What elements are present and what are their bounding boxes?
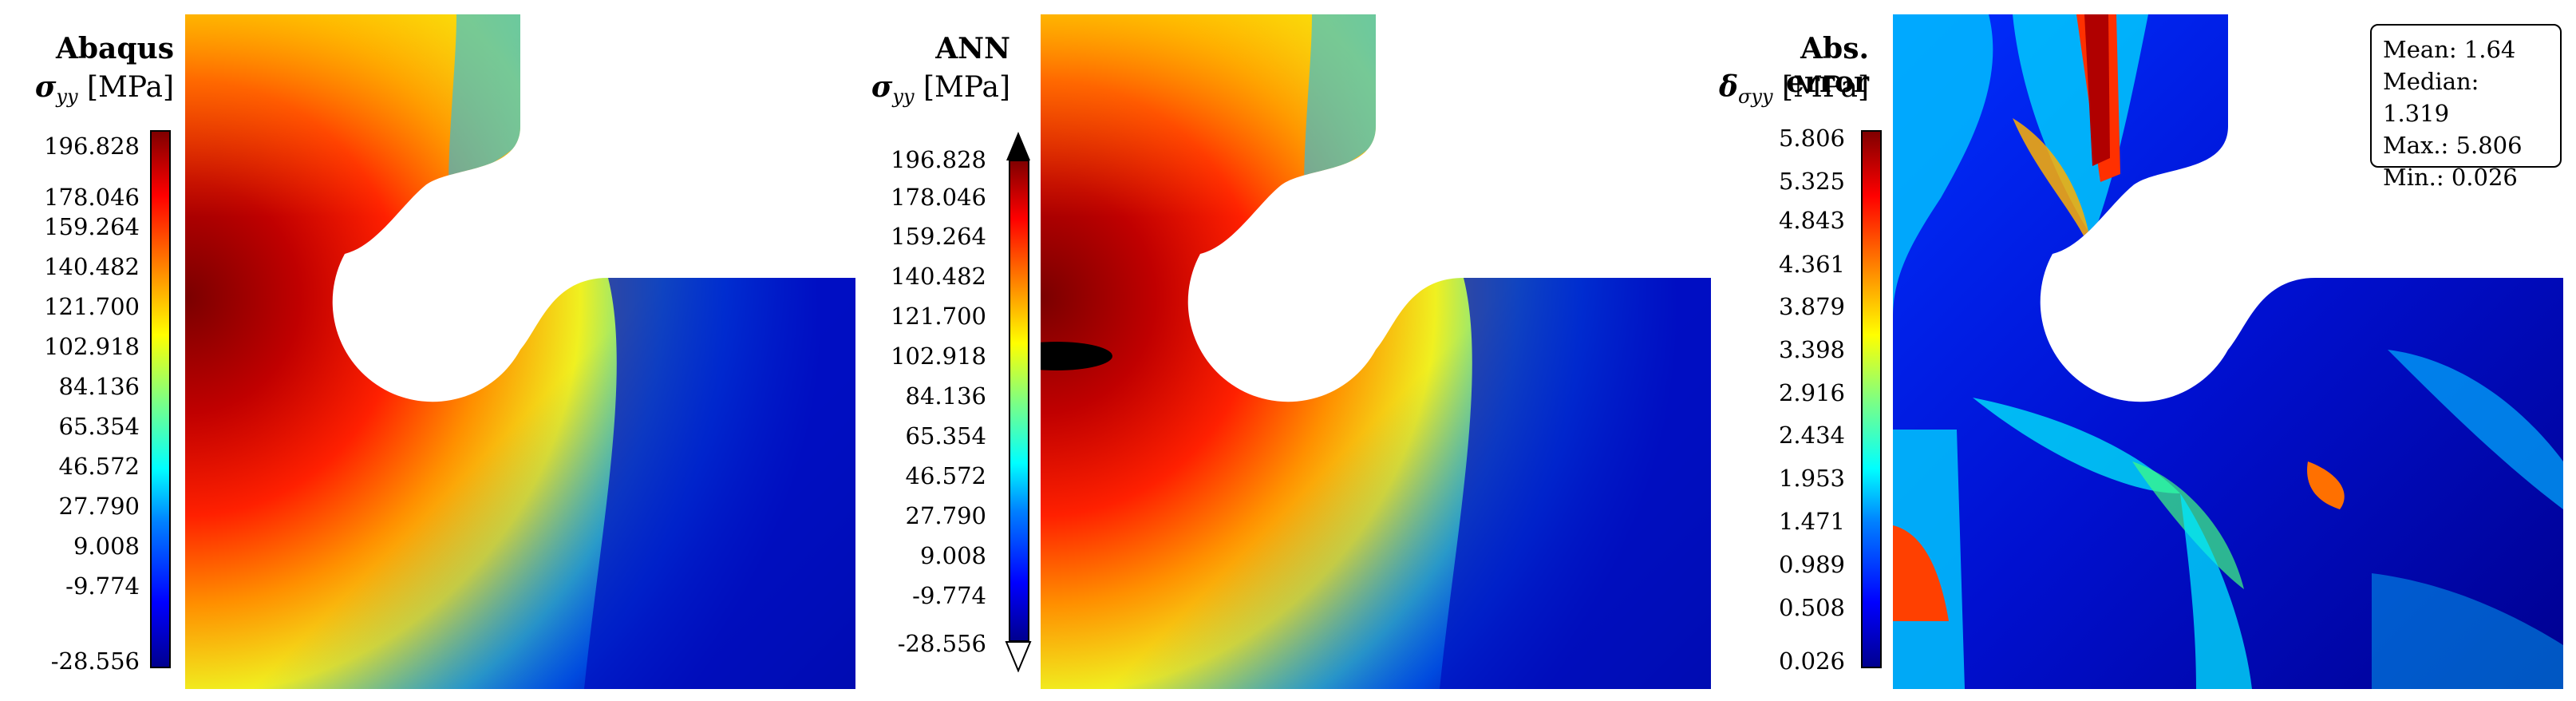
quantity-subscript: σyy [1738, 85, 1773, 109]
colorbar-tick: -9.774 [912, 582, 986, 609]
stat-max: Max.: 5.806 [2383, 132, 2523, 159]
stat-median: Median: 1.319 [2383, 68, 2479, 127]
colorbar-tick: 121.700 [891, 303, 986, 330]
colorbar-tick: -9.774 [65, 572, 140, 600]
colorbar-tick: -28.556 [50, 648, 140, 675]
colorbar-tick: 159.264 [891, 223, 986, 250]
stress-contour-plot [1041, 14, 1711, 689]
colorbar-tick: 0.989 [1778, 551, 1845, 578]
colorbar [1861, 130, 1882, 668]
colorbar-tick: 140.482 [891, 263, 986, 290]
over-range-region [1041, 342, 1112, 370]
colorbar [150, 130, 171, 668]
colorbar-tick: 4.361 [1778, 251, 1845, 278]
colorbar-tick: 1.953 [1778, 465, 1845, 492]
colorbar-tick: 27.790 [58, 493, 140, 520]
colorbar-tick: 65.354 [58, 413, 140, 440]
colorbar-tick: 4.843 [1778, 207, 1845, 234]
error-statistics-box: Mean: 1.64 Median: 1.319 Max.: 5.806 Min… [2370, 24, 2562, 191]
quantity-unit: [MPa] [86, 71, 174, 104]
colorbar-tick: 196.828 [44, 133, 140, 160]
stress-contour-plot [185, 14, 855, 689]
colorbar-tick: -28.556 [897, 630, 986, 657]
stat-min: Min.: 0.026 [2383, 164, 2518, 191]
colorbar-tick: 84.136 [905, 382, 986, 410]
colorbar-tick: 178.046 [44, 184, 140, 211]
quantity-symbol: σ [871, 70, 893, 104]
quantity-subscript: yy [892, 85, 915, 109]
colorbar-tick: 3.398 [1778, 336, 1845, 363]
colorbar-tick: 196.828 [891, 146, 986, 173]
colorbar-max-arrow [1006, 132, 1030, 160]
colorbar-tick: 2.434 [1778, 422, 1845, 449]
colorbar-tick: 0.026 [1778, 648, 1845, 675]
colorbar-tick: 46.572 [58, 453, 140, 480]
colorbar-tick: 178.046 [891, 184, 986, 211]
abaqus-panel: Abaqus σyy [MPa] 196.828 178.046 159.264… [0, 0, 859, 701]
panel-title: ANN [935, 32, 1010, 65]
quantity-symbol: σ [34, 70, 57, 104]
panel-quantity-label: σyy [MPa] [859, 70, 1010, 108]
colorbar-tick: 5.325 [1778, 168, 1845, 195]
colorbar-tick: 102.918 [44, 333, 140, 360]
colorbar-tick: 46.572 [905, 462, 986, 489]
panel-quantity-label: δσyy [MPa] [1717, 70, 1869, 108]
panel-title: Abs. error [1786, 32, 1869, 99]
colorbar-tick: 65.354 [905, 422, 986, 450]
colorbar-tick: 0.508 [1778, 594, 1845, 621]
colorbar-tick: 84.136 [58, 373, 140, 400]
colorbar-tick: 159.264 [44, 213, 140, 240]
colorbar-tick: 2.916 [1778, 379, 1845, 406]
quantity-unit: [MPa] [1781, 71, 1869, 104]
colorbar-tick: 102.918 [891, 343, 986, 370]
panel-title: Abaqus [55, 32, 174, 65]
panel-quantity-label: σyy [MPa] [0, 70, 174, 108]
colorbar-tick: 5.806 [1778, 125, 1845, 152]
colorbar-tick: 3.879 [1778, 293, 1845, 320]
colorbar-min-arrow [1005, 641, 1032, 672]
ann-panel: ANN σyy [MPa] 196.828 178.046 159.264 14… [859, 0, 1717, 701]
colorbar [1009, 160, 1029, 642]
colorbar-tick: 27.790 [905, 502, 986, 529]
stat-mean: Mean: 1.64 [2383, 36, 2516, 63]
colorbar-tick: 9.008 [73, 533, 140, 560]
colorbar-tick: 9.008 [919, 542, 986, 569]
colorbar-tick: 140.482 [44, 253, 140, 280]
quantity-subscript: yy [56, 85, 78, 109]
quantity-symbol: δ [1719, 70, 1739, 104]
colorbar-tick: 1.471 [1778, 508, 1845, 535]
quantity-unit: [MPa] [923, 71, 1010, 104]
colorbar-tick: 121.700 [44, 293, 140, 320]
